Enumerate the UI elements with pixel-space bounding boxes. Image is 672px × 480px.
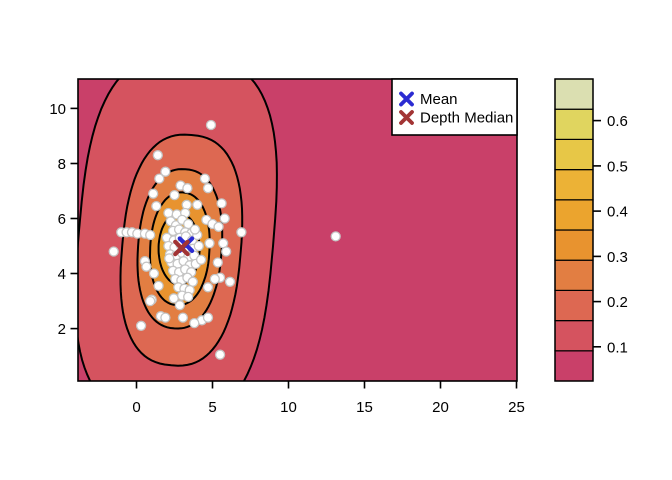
data-point <box>192 199 203 210</box>
data-point <box>204 238 215 249</box>
data-point <box>187 276 198 287</box>
legend-depth-median-label: Depth Median <box>420 110 513 127</box>
data-point <box>195 254 207 265</box>
colorbar-cell <box>554 78 594 110</box>
data-point <box>209 273 220 285</box>
data-point <box>145 295 156 307</box>
data-point <box>224 276 236 287</box>
data-point <box>182 183 193 194</box>
center-markers-layer <box>173 236 195 257</box>
data-point <box>152 150 163 161</box>
y-axis-tick-label: 2 <box>58 321 66 338</box>
data-point <box>153 280 164 292</box>
x-axis-tick-label: 5 <box>208 399 216 416</box>
depth-median-marker <box>173 239 190 257</box>
data-point <box>174 300 185 311</box>
data-point <box>168 293 179 304</box>
legend-mean-label: Mean <box>420 91 458 108</box>
data-point <box>202 183 214 194</box>
colorbar-cell <box>554 138 594 171</box>
colorbar-ticks: 0.1 0.2 0.3 0.4 0.5 0.6 <box>593 113 628 356</box>
data-point <box>189 224 201 235</box>
colorbar-cell <box>554 199 594 231</box>
data-point <box>214 349 226 360</box>
data-point <box>221 246 232 257</box>
legend-box <box>391 78 518 136</box>
y-axis-tick-label: 8 <box>58 156 66 173</box>
legend-depth-median-x-icon <box>399 110 414 125</box>
x-axis-tick-label: 10 <box>280 399 297 416</box>
x-axis-tick-label: 20 <box>432 399 449 416</box>
data-point <box>181 199 192 210</box>
data-point <box>108 246 119 257</box>
data-point <box>330 231 341 242</box>
x-axis-tick-label: 25 <box>508 399 525 416</box>
colorbar-tick-label: 0.6 <box>607 113 628 130</box>
data-point <box>135 320 147 331</box>
y-axis-tick-label: 6 <box>58 211 66 228</box>
plot-border <box>77 78 518 382</box>
colorbar-tick-label: 0.1 <box>607 339 628 356</box>
data-point <box>154 173 165 184</box>
y-axis-tick-label: 10 <box>49 101 66 118</box>
colorbar <box>554 78 594 382</box>
data-point <box>151 200 162 212</box>
data-point <box>160 166 171 177</box>
x-axis: 0 5 10 15 20 25 <box>132 381 525 416</box>
colorbar-cell <box>554 259 594 292</box>
data-point <box>169 189 180 201</box>
data-point <box>193 240 204 252</box>
colorbar-cell <box>554 350 594 382</box>
colorbar-cell <box>554 229 594 261</box>
data-point <box>145 229 156 241</box>
colorbar-tick-label: 0.4 <box>607 204 628 221</box>
colorbar-tick-label: 0.2 <box>607 294 628 311</box>
data-point <box>148 268 160 279</box>
data-point <box>183 291 194 303</box>
data-point <box>236 227 247 238</box>
colorbar-cell <box>554 169 594 201</box>
colorbar-cell <box>554 289 594 322</box>
legend-mean-x-icon <box>399 91 414 107</box>
colorbar-cell <box>554 320 594 352</box>
x-axis-tick-label: 15 <box>356 399 373 416</box>
colorbar-tick-label: 0.5 <box>607 158 628 175</box>
data-point <box>177 312 189 323</box>
y-axis: 2 4 6 8 10 <box>49 101 78 338</box>
x-axis-tick-label: 0 <box>132 399 140 416</box>
data-point <box>163 207 174 219</box>
data-point <box>148 188 159 199</box>
data-point <box>212 257 223 268</box>
colorbar-tick-label: 0.3 <box>607 249 628 266</box>
data-point <box>164 253 175 264</box>
data-point <box>199 173 211 184</box>
colorbar-cell <box>554 108 594 140</box>
data-point <box>141 261 152 272</box>
colorbar-border <box>554 78 594 382</box>
scatter-points-layer <box>108 119 341 360</box>
data-point <box>202 282 214 293</box>
data-point <box>213 221 224 232</box>
data-point <box>216 198 227 209</box>
data-point <box>189 317 200 329</box>
data-point <box>202 312 214 323</box>
y-axis-tick-label: 4 <box>58 266 66 283</box>
data-point <box>205 119 217 131</box>
data-point <box>219 213 230 224</box>
data-point <box>160 312 171 323</box>
legend: Mean Depth Median <box>391 78 518 136</box>
